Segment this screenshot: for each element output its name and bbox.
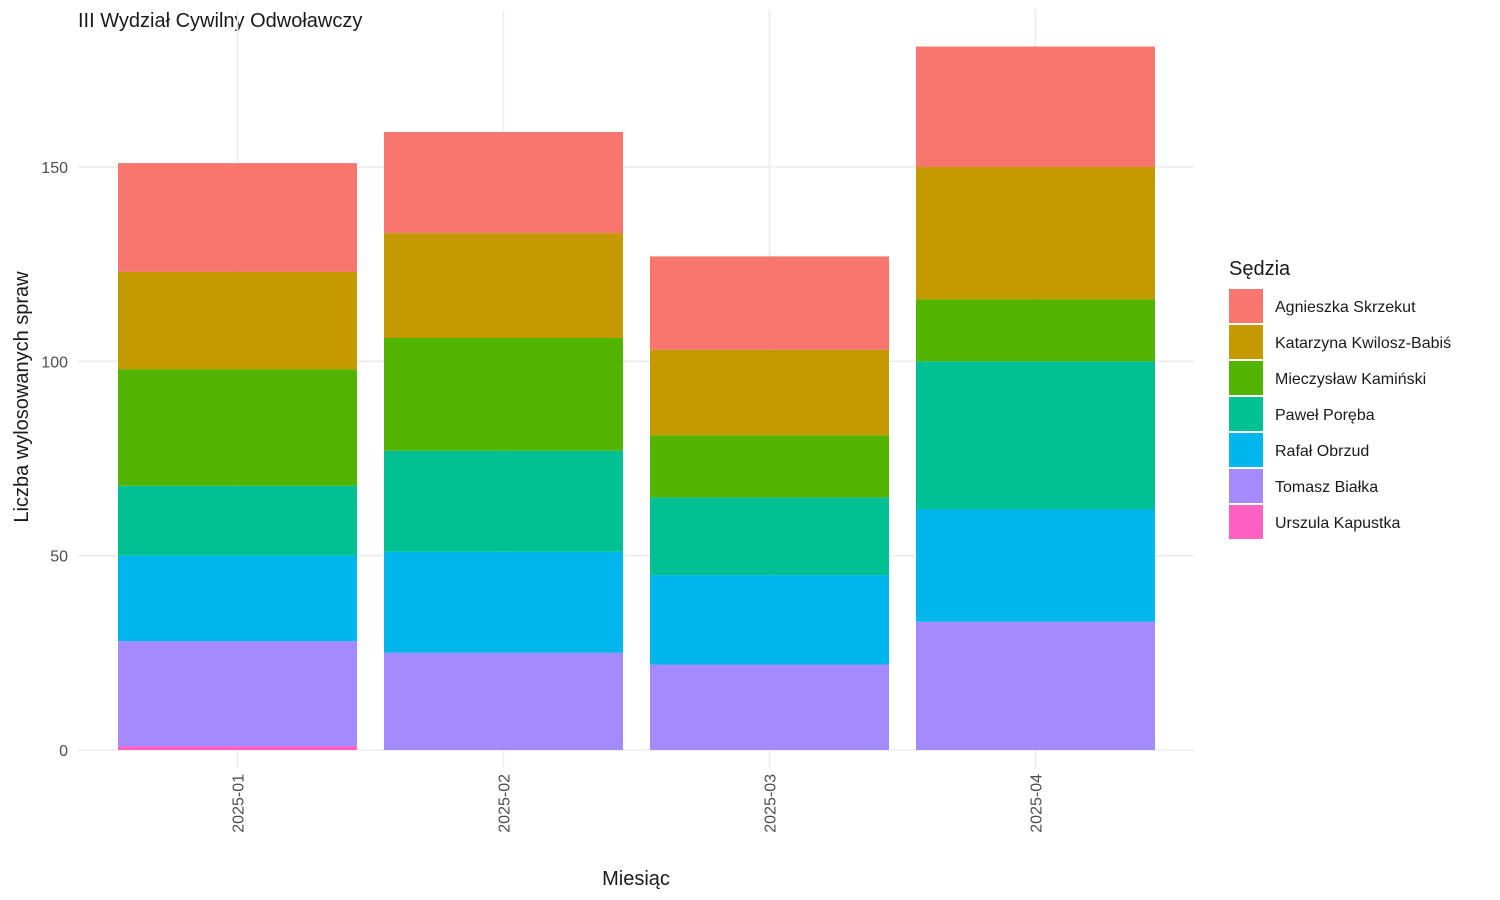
legend-label-katarzyna-kwilosz-babis: Katarzyna Kwilosz-Babiś [1275, 335, 1451, 352]
legend-items: Agnieszka Skrzekut Katarzyna Kwilosz-Babi… [1229, 289, 1451, 539]
bar-2025-04-rafal-obrzud [916, 509, 1155, 622]
x-tick-label: 2025-02 [497, 774, 514, 833]
bar-2025-04-tomasz-bialka [916, 621, 1155, 750]
bar-2025-03-pawel-poreba [650, 497, 889, 576]
legend-label-agnieszka-skrzekut: Agnieszka Skrzekut [1275, 299, 1416, 316]
bar-2025-02-mieczyslaw-kaminski [384, 338, 623, 451]
bar-2025-04-pawel-poreba [916, 361, 1155, 510]
legend-swatch-agnieszka-skrzekut [1229, 289, 1263, 323]
bar-2025-02-tomasz-bialka [384, 652, 623, 750]
y-tick-label: 150 [41, 160, 68, 177]
chart-title: III Wydział Cywilny Odwoławczy [78, 10, 362, 32]
bar-2025-03-katarzyna-kwilosz-babis [650, 349, 889, 436]
legend-label-tomasz-bialka: Tomasz Białka [1275, 479, 1378, 496]
bar-2025-03-mieczyslaw-kaminski [650, 435, 889, 498]
x-axis-title: Miesiąc [602, 868, 670, 890]
legend-swatch-tomasz-bialka [1229, 469, 1263, 503]
bar-2025-01-pawel-poreba [118, 485, 357, 556]
x-tick-label: 2025-03 [763, 774, 780, 833]
y-tick-label: 50 [50, 549, 68, 566]
y-axis-title: Liczba wylosowanych spraw [11, 271, 33, 523]
bar-2025-01-mieczyslaw-kaminski [118, 369, 357, 486]
bar-2025-03-rafal-obrzud [650, 575, 889, 665]
legend-swatch-pawel-poreba [1229, 397, 1263, 431]
legend-title: Sędzia [1229, 258, 1291, 280]
x-tick-label: 2025-04 [1029, 774, 1046, 833]
legend-label-rafal-obrzud: Rafał Obrzud [1275, 443, 1369, 460]
bar-2025-01-katarzyna-kwilosz-babis [118, 271, 357, 370]
bar-2025-01-tomasz-bialka [118, 641, 357, 747]
y-tick-label: 100 [41, 354, 68, 371]
legend-label-pawel-poreba: Paweł Poręba [1275, 407, 1375, 424]
legend-swatch-mieczyslaw-kaminski [1229, 361, 1263, 395]
legend-label-mieczyslaw-kaminski: Mieczysław Kamiński [1275, 371, 1426, 388]
bar-2025-02-pawel-poreba [384, 450, 623, 552]
legend-swatch-urszula-kapustka [1229, 505, 1263, 539]
x-tick-label: 2025-01 [231, 774, 248, 833]
bar-2025-01-rafal-obrzud [118, 555, 357, 642]
x-axis-ticks: 2025-01 2025-02 2025-03 2025-04 [231, 774, 1046, 833]
bar-2025-01-urszula-kapustka [118, 746, 357, 750]
bar-2025-03-agnieszka-skrzekut [650, 256, 889, 350]
legend-label-urszula-kapustka: Urszula Kapustka [1275, 515, 1400, 532]
y-axis-ticks: 0 50 100 150 [41, 160, 68, 760]
y-tick-label: 0 [59, 743, 68, 760]
bar-2025-02-rafal-obrzud [384, 551, 623, 653]
bars [118, 46, 1155, 750]
bar-2025-02-agnieszka-skrzekut [384, 132, 623, 234]
bar-2025-02-katarzyna-kwilosz-babis [384, 233, 623, 339]
legend-swatch-rafal-obrzud [1229, 433, 1263, 467]
legend: Sędzia Agnieszka Skrzekut Katarzyna Kwilo… [1229, 258, 1451, 539]
bar-2025-01-agnieszka-skrzekut [118, 163, 357, 272]
bar-2025-04-katarzyna-kwilosz-babis [916, 167, 1155, 300]
bar-2025-03-tomasz-bialka [650, 664, 889, 750]
bar-2025-04-agnieszka-skrzekut [916, 46, 1155, 167]
legend-swatch-katarzyna-kwilosz-babis [1229, 325, 1263, 359]
bar-2025-04-mieczyslaw-kaminski [916, 299, 1155, 362]
